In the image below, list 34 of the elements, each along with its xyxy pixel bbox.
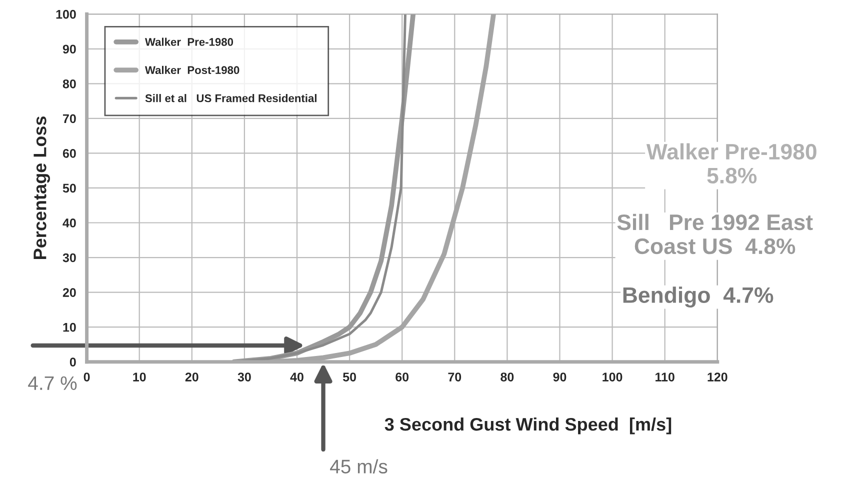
y-tick-label: 60 [62, 149, 76, 158]
y-tick-label: 20 [62, 288, 76, 297]
text: 4.7 % [28, 376, 77, 390]
x-tick-label: 0 [84, 372, 90, 382]
x-axis-title: 3 Second Gust Wind Speed [m/s] [384, 417, 672, 434]
y-tick-label: 80 [62, 79, 76, 88]
y-tick-label: 10 [63, 322, 76, 332]
x-tick-label: 90 [553, 372, 566, 382]
x-tick-label: 50 [342, 372, 356, 382]
y-tick-label: 30 [62, 253, 76, 262]
legend-label: Sill et al US Framed Residential [145, 94, 316, 102]
y-tick-label: 100 [56, 10, 76, 19]
y-tick-label: 0 [70, 358, 76, 366]
legend-label: Walker Post-1980 [144, 66, 240, 74]
x-tick-label: 120 [708, 372, 728, 382]
annotation: Walker Pre-1980 5.8% [646, 143, 816, 184]
text: 45 m/s [330, 459, 388, 474]
x-tick-label: 10 [133, 372, 146, 382]
y-tick-label: 50 [62, 184, 76, 193]
x-tick-label: 30 [238, 372, 251, 382]
y-axis-title: Percentage Loss [34, 116, 50, 260]
y-tick-label: 70 [63, 114, 76, 124]
y-tick-label: 90 [62, 44, 76, 54]
annotation: Bendigo 4.7% [623, 286, 774, 308]
x-tick-label: 60 [396, 372, 409, 382]
x-tick-label: 40 [290, 372, 304, 382]
y-tick-label: 40 [62, 218, 76, 228]
x-tick-label: 100 [602, 372, 622, 382]
x-tick-label: 80 [500, 372, 514, 382]
x-tick-label: 70 [448, 372, 462, 382]
legend-label: Walker Pre-1980 [144, 38, 234, 46]
x-tick-label: 110 [656, 372, 674, 382]
annotation: Sill Pre 1992 East Coast US 4.8% [617, 214, 813, 254]
x-tick-label: 20 [185, 372, 198, 382]
